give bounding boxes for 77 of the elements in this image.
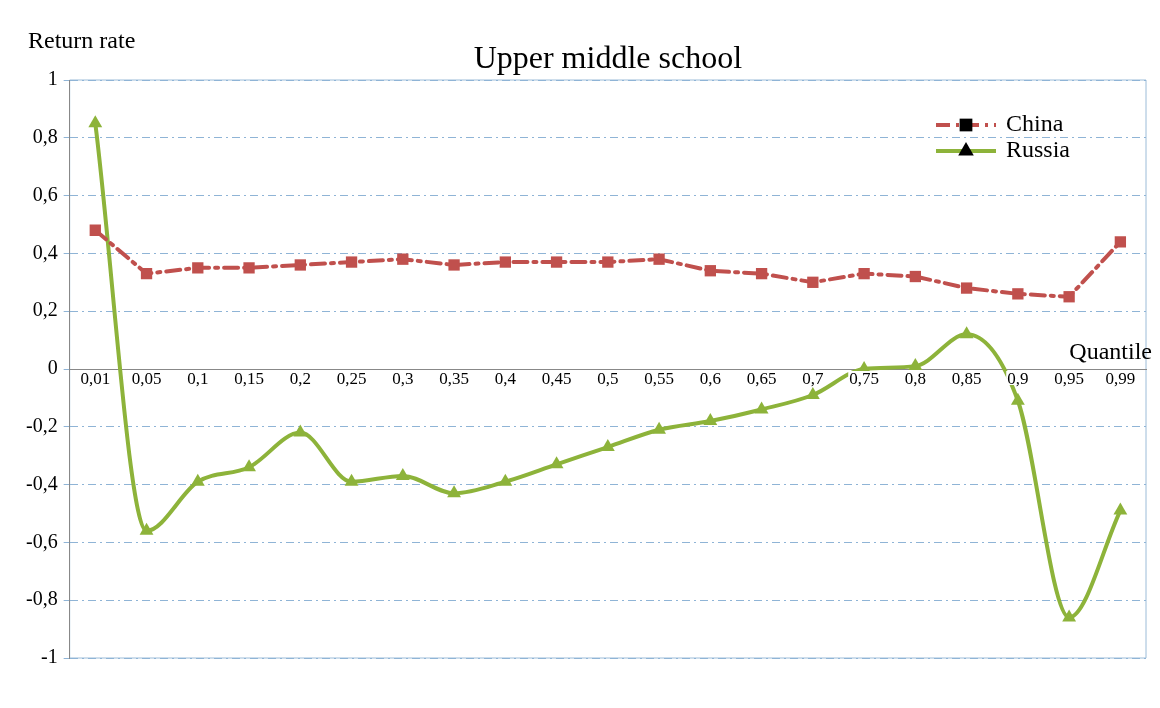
y-tick-label: 0 <box>47 356 58 379</box>
point <box>242 459 256 472</box>
y-tick-label: -0,4 <box>25 471 58 494</box>
y-axis-title: Return rate <box>28 27 136 54</box>
point <box>704 265 716 277</box>
x-tick-label: 0,55 <box>644 368 674 388</box>
point <box>549 456 564 469</box>
point <box>1113 502 1128 515</box>
x-tick-label: 0,7 <box>802 368 824 388</box>
point <box>1063 291 1075 303</box>
y-tick-label: 0,8 <box>32 125 58 148</box>
point <box>600 439 615 452</box>
point <box>243 262 255 274</box>
point <box>344 473 359 486</box>
point <box>858 267 870 280</box>
x-tick-label: 0,85 <box>951 368 982 388</box>
point <box>89 224 101 236</box>
point <box>652 421 667 434</box>
point <box>293 424 308 437</box>
point <box>1062 609 1077 622</box>
x-tick-label: 0,15 <box>234 368 264 388</box>
y-tick-label: 0,4 <box>32 240 58 263</box>
x-tick-label: 0,25 <box>336 368 367 388</box>
point <box>754 401 769 414</box>
point <box>1010 392 1025 405</box>
point <box>345 256 358 268</box>
x-tick-label: 0,75 <box>849 368 879 388</box>
legend-label: China <box>1006 110 1064 137</box>
x-tick-label: 0,3 <box>392 368 414 388</box>
point <box>1012 288 1024 300</box>
x-tick-label: 0,2 <box>289 368 311 388</box>
x-axis-title: Quantile <box>1069 338 1152 365</box>
point <box>550 256 563 268</box>
x-tick-label: 0,1 <box>187 368 209 388</box>
chart-title: Upper middle school <box>473 39 743 76</box>
point <box>602 256 614 268</box>
legend-label: Russia <box>1006 136 1071 163</box>
y-tick-label: 1 <box>47 67 58 90</box>
point <box>807 276 819 288</box>
x-tick-label: 0,05 <box>131 368 162 388</box>
point <box>909 270 922 283</box>
x-tick-label: 0,45 <box>541 368 572 388</box>
point <box>960 282 973 294</box>
x-tick-label: 0,01 <box>80 368 111 388</box>
point <box>959 326 974 339</box>
x-tick-label: 0,4 <box>494 368 517 388</box>
y-tick-label: 0,6 <box>32 182 58 205</box>
point <box>294 259 306 271</box>
point <box>499 256 511 268</box>
x-tick-label: 0,95 <box>1054 368 1084 388</box>
point <box>755 267 768 280</box>
point <box>192 262 204 274</box>
point <box>139 522 154 535</box>
point <box>395 467 410 480</box>
point <box>448 259 460 271</box>
x-tick-label: 0,8 <box>904 368 926 388</box>
point <box>1114 236 1127 248</box>
y-tick-label: -1 <box>40 645 58 668</box>
x-tick-label: 0,5 <box>597 368 619 388</box>
x-tick-label: 0,65 <box>746 368 777 388</box>
x-tick-label: 0,35 <box>439 368 469 388</box>
point <box>447 485 461 498</box>
point <box>805 387 820 400</box>
y-tick-label: -0,6 <box>25 529 58 552</box>
x-tick-label: 0,6 <box>699 368 721 388</box>
x-tick-label: 0,9 <box>1007 368 1029 388</box>
point <box>140 267 153 280</box>
point <box>653 253 665 265</box>
x-tick-label: 0,99 <box>1105 368 1136 388</box>
y-tick-label: -0,2 <box>25 414 58 437</box>
point <box>498 473 513 486</box>
point <box>908 358 923 371</box>
point <box>397 253 409 265</box>
y-tick-label: 0,2 <box>32 298 58 321</box>
point <box>190 473 205 486</box>
point <box>703 413 718 426</box>
y-tick-label: -0,8 <box>25 587 58 610</box>
